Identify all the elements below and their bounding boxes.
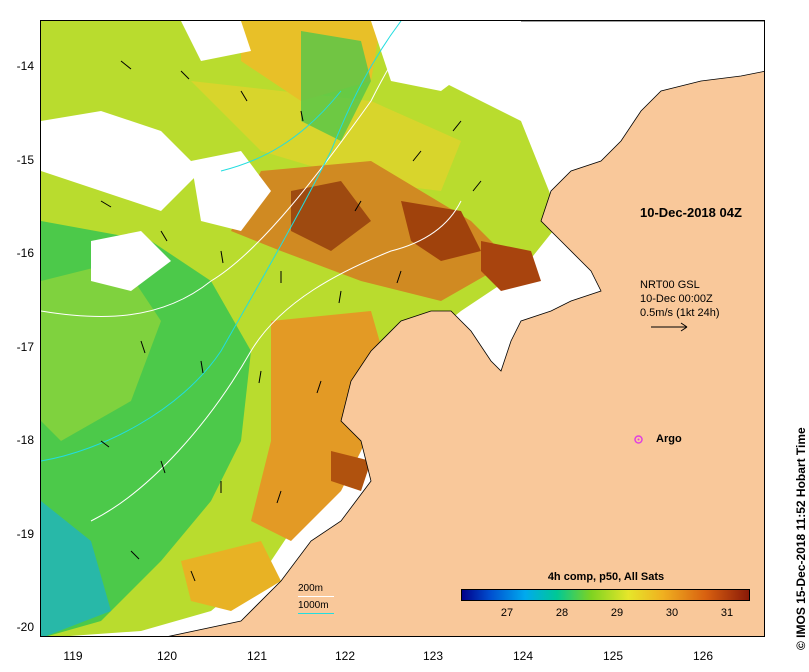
x-tick-label: 125 [602,649,624,663]
y-tick-label: -16 [16,246,34,260]
velocity-legend: NRT00 GSL 10-Dec 00:00Z 0.5m/s (1kt 24h) [640,278,719,320]
contour-legend: 200m 1000m [298,582,334,616]
colorbar-tick: 27 [500,607,514,619]
y-tick-label: -19 [16,527,34,541]
sst-field [41,21,561,636]
contour-200m-label: 200m [298,583,324,594]
sst-colorbar [461,589,750,601]
no-data-patches [41,21,481,291]
x-tick-label: 126 [692,649,714,663]
colorbar-tick: 30 [665,607,679,619]
x-tick-label: 119 [63,649,83,663]
x-tick-label: 120 [156,649,178,663]
argo-float-icon[interactable] [634,435,643,444]
x-tick-label: 121 [246,649,268,663]
current-time-label: 10-Dec 00:00Z [640,293,713,305]
credit-label: © IMOS 15-Dec-2018 11:52 Hobart Time [794,427,808,650]
y-tick-label: -14 [16,59,34,73]
sst-map-canvas [41,21,764,636]
x-tick-label: 124 [512,649,534,663]
colorbar-tick: 29 [610,607,624,619]
current-product-label: NRT00 GSL [640,279,700,291]
y-tick-label: -17 [16,340,34,354]
contour-1000m-swatch [298,613,334,614]
y-tick-label: -15 [16,153,34,167]
sst-map[interactable] [40,20,765,637]
land-mass [168,21,764,636]
depth-contours [41,21,462,522]
contour-200m-swatch [298,596,334,597]
contour-1000m-label: 1000m [298,600,329,611]
colorbar-tick: 28 [555,607,569,619]
argo-label: Argo [656,433,682,445]
x-tick-label: 123 [422,649,444,663]
current-scale-label: 0.5m/s (1kt 24h) [640,307,720,319]
y-tick-label: -20 [16,620,34,634]
x-tick-label: 122 [334,649,356,663]
colorbar-tick: 31 [720,607,734,619]
colorbar-title: 4h comp, p50, All Sats [547,571,665,583]
velocity-scale-arrow [651,322,688,332]
y-tick-label: -18 [16,433,34,447]
map-date-label: 10-Dec-2018 04Z [640,205,742,220]
current-vectors [100,60,482,582]
